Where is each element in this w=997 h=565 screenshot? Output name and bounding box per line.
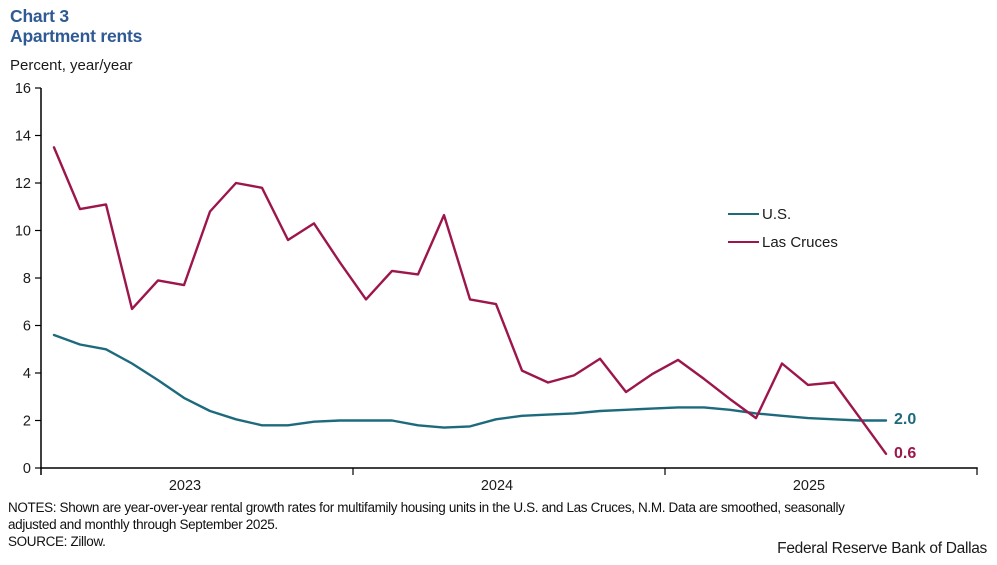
notes-line-1: NOTES: Shown are year-over-year rental g… [8,500,845,515]
y-tick-label: 0 [23,461,31,477]
y-tick-label: 2 [23,414,31,430]
attribution: Federal Reserve Bank of Dallas [777,540,987,557]
y-tick-label: 10 [15,224,31,240]
us-end-value-label: 2.0 [894,411,917,428]
chart-name: Apartment rents [10,26,143,46]
y-tick-label: 16 [15,81,31,97]
legend-label-las-cruces: Las Cruces [762,233,838,251]
legend-item-las-cruces: Las Cruces [728,228,838,256]
legend: U.S. Las Cruces [728,200,838,256]
las-cruces-line-swatch [728,240,759,244]
y-axis-unit-label: Percent, year/year [10,57,133,74]
notes-line-2: adjusted and monthly through September 2… [8,517,278,532]
y-tick-label: 12 [15,176,31,192]
us-line-swatch [728,212,759,216]
las-cruces-series-line [52,146,888,455]
chart-number: Chart 3 [10,6,69,26]
u-s-series-line [52,333,888,429]
legend-label-us: U.S. [762,205,792,223]
legend-item-us: U.S. [728,200,838,228]
y-tick-label: 4 [23,366,31,382]
y-tick-label: 14 [15,129,31,145]
y-tick-label: 8 [23,271,31,287]
chart-source: SOURCE: Zillow. [8,534,106,549]
las-cruces-end-value-label: 0.6 [894,445,917,462]
x-tick-label: 2025 [793,478,825,494]
chart-notes: NOTES: Shown are year-over-year rental g… [8,499,996,533]
chart-title: Chart 3 Apartment rents [10,6,142,46]
x-tick-label: 2023 [169,478,201,494]
y-tick-label: 6 [23,319,31,335]
x-tick-label: 2024 [481,478,513,494]
